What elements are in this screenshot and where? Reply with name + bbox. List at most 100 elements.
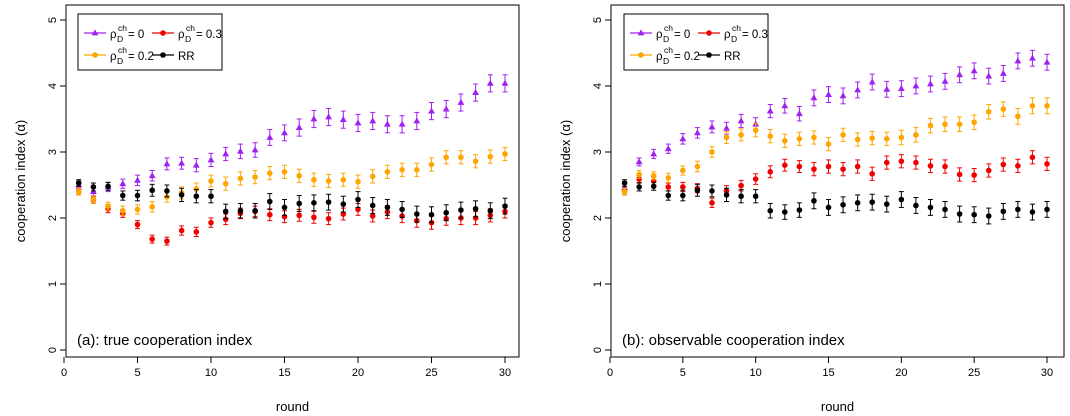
data-point: [723, 192, 730, 198]
data-point: [1015, 113, 1021, 120]
data-point: [120, 192, 126, 199]
legend-label: RR: [178, 51, 195, 63]
data-point: [178, 227, 185, 234]
data-point: [971, 119, 977, 126]
data-point: [251, 146, 259, 153]
x-tick-label: 20: [352, 367, 364, 379]
y-tick-label: 4: [47, 83, 59, 89]
legend-marker: [706, 30, 712, 36]
data-point: [90, 184, 97, 190]
panel-label: (b): observable cooperation index: [622, 332, 845, 349]
legend-entry: ρ Dch= 0.2: [630, 45, 700, 66]
data-point: [839, 92, 847, 99]
data-point: [442, 105, 450, 112]
data-point: [193, 229, 200, 235]
data-point: [384, 120, 391, 127]
data-point: [311, 200, 317, 206]
data-point: [869, 170, 875, 177]
data-point: [782, 137, 788, 144]
data-point: [252, 207, 258, 214]
legend-label-value: = 0.3: [196, 29, 222, 41]
legend-entry: ρ Dch= 0.3: [152, 23, 222, 44]
x-tick-label: 10: [205, 367, 217, 379]
data-point: [825, 163, 832, 170]
legend-label: RR: [724, 51, 741, 63]
data-point: [1029, 209, 1036, 215]
data-point: [854, 136, 861, 143]
data-point: [384, 204, 391, 211]
data-point: [1015, 206, 1021, 213]
data-point: [680, 167, 686, 174]
data-point: [443, 209, 450, 216]
data-point: [149, 203, 155, 210]
y-tick-label: 3: [592, 149, 604, 155]
data-point: [767, 133, 774, 139]
data-point: [825, 90, 832, 97]
legend-marker: [638, 52, 644, 58]
data-point: [913, 202, 919, 209]
data-point: [811, 134, 817, 141]
data-point: [650, 183, 657, 190]
data-point: [1000, 161, 1007, 168]
x-axis-title: round: [821, 399, 854, 414]
legend-marker: [637, 29, 645, 36]
data-point: [811, 166, 817, 172]
data-point: [927, 122, 934, 129]
data-point: [398, 120, 406, 127]
data-point: [956, 211, 963, 217]
y-tick-label: 5: [592, 17, 604, 23]
legend-label-subscript: D: [185, 34, 191, 44]
data-point: [325, 113, 332, 120]
data-point: [1044, 161, 1050, 167]
data-point: [384, 169, 391, 175]
data-point: [795, 110, 803, 117]
data-point: [119, 180, 127, 187]
y-tick-label: 0: [592, 347, 604, 353]
data-point: [927, 80, 934, 87]
data-point: [207, 156, 215, 163]
legend-label-superscript: ch: [664, 45, 673, 55]
y-tick-label: 4: [592, 83, 604, 89]
data-point: [650, 172, 657, 179]
legend-label-subscript: D: [663, 34, 669, 44]
data-point: [75, 188, 82, 195]
data-point: [679, 135, 687, 142]
legend-entry: ρ Dch= 0: [84, 23, 144, 44]
data-point: [898, 158, 905, 165]
data-point: [767, 207, 774, 214]
data-point: [339, 116, 347, 123]
data-point: [796, 136, 803, 142]
data-point: [1015, 163, 1021, 169]
legend-label-superscript: ch: [732, 23, 741, 33]
data-point: [149, 187, 155, 194]
legend-label-subscript: D: [663, 56, 669, 66]
legend-box: [623, 13, 769, 71]
x-tick-label: 5: [134, 367, 140, 379]
data-point: [355, 178, 361, 185]
data-point: [665, 174, 672, 181]
data-point: [840, 132, 846, 138]
data-point: [680, 184, 686, 190]
data-point: [90, 196, 97, 203]
y-tick-label: 5: [47, 17, 59, 23]
data-point: [443, 154, 450, 161]
data-point: [340, 201, 347, 207]
data-point: [193, 186, 200, 192]
data-point: [134, 206, 141, 213]
data-point: [295, 123, 303, 130]
data-point: [1000, 106, 1007, 112]
data-point: [472, 158, 479, 165]
data-point: [134, 221, 141, 228]
y-tick-label: 1: [592, 281, 604, 287]
data-point: [222, 216, 229, 223]
data-point: [252, 174, 258, 180]
legend: ρ Dch= 0 ρ Dch= 0.3ρ Dch= 0.2 RR: [77, 13, 223, 71]
data-point: [913, 159, 919, 166]
data-point: [694, 187, 701, 194]
legend-label: ρ: [178, 29, 185, 41]
data-point: [883, 159, 890, 166]
data-point: [208, 219, 214, 226]
legend-marker: [160, 30, 166, 36]
data-point: [472, 89, 479, 95]
